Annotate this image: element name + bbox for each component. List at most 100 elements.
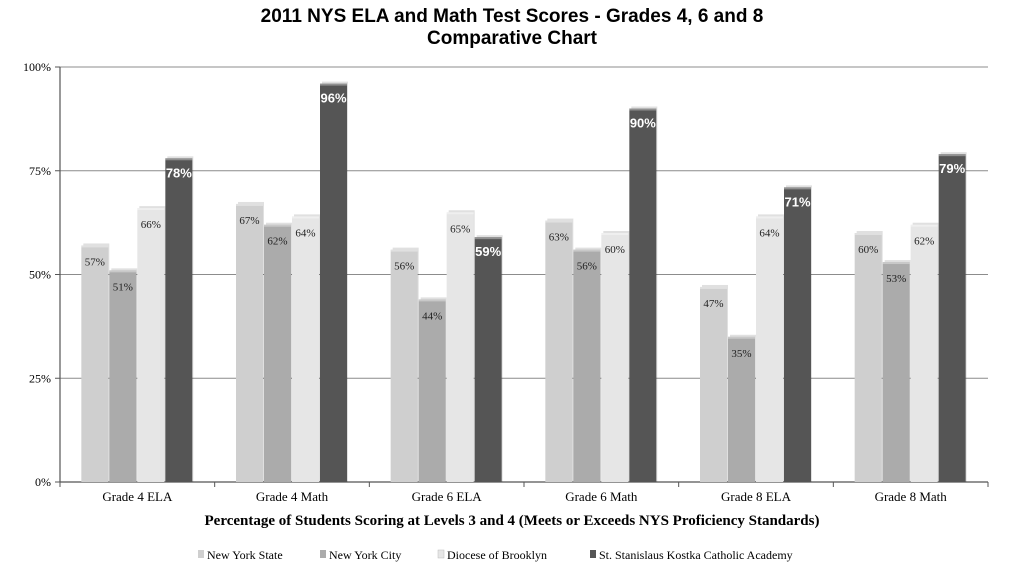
legend-swatch (198, 550, 204, 558)
bar (601, 233, 629, 482)
bar (292, 216, 319, 482)
bar-highlight (938, 154, 966, 157)
legend-label: Diocese of Brooklyn (447, 548, 547, 562)
bar-highlight (320, 83, 347, 86)
chart-subtitle: Comparative Chart (427, 28, 597, 49)
data-label: 60% (605, 244, 625, 256)
bar (756, 216, 783, 482)
bar-highlight (264, 224, 291, 227)
y-tick-label: 25% (29, 371, 51, 385)
data-label: 59% (475, 244, 501, 259)
data-label: 64% (295, 227, 315, 239)
data-label: 35% (731, 348, 751, 360)
bar-highlight (109, 270, 137, 273)
y-tick-label: 50% (29, 268, 51, 282)
data-label: 96% (320, 91, 346, 106)
bar (474, 237, 502, 482)
bar-highlight (882, 262, 910, 265)
bar (390, 249, 418, 482)
x-tick-label: Grade 6 ELA (412, 489, 483, 504)
bars (81, 81, 967, 483)
legend: New York State New York City Diocese of Br… (198, 548, 793, 562)
bar-highlight (700, 286, 727, 289)
bar (854, 233, 882, 482)
data-label: 67% (239, 215, 259, 227)
legend-label: St. Stanislaus Kostka Catholic Academy (599, 548, 793, 562)
bar-highlight (236, 203, 263, 206)
bar (629, 108, 657, 482)
bar-highlight (474, 237, 502, 240)
bar-highlight (854, 233, 882, 235)
bar-highlight (292, 216, 319, 219)
data-label: 78% (166, 165, 192, 180)
data-label: 66% (141, 219, 161, 231)
x-tick-label: Grade 4 Math (256, 489, 329, 504)
bar-highlight (165, 158, 193, 161)
bar-highlight (81, 245, 109, 248)
bar-highlight (545, 220, 573, 223)
bar (264, 224, 291, 482)
data-label: 53% (886, 273, 906, 285)
data-label: 51% (113, 281, 133, 293)
bar-highlight (910, 224, 938, 227)
data-label: 62% (914, 236, 934, 248)
y-axis: 0% 25% 50% 75% 100% (23, 60, 61, 489)
x-tick-label: Grade 6 Math (565, 489, 638, 504)
y-tick-label: 0% (35, 475, 51, 489)
y-tick-label: 75% (29, 164, 51, 178)
x-axis: Grade 4 ELA Grade 4 Math Grade 6 ELA Grade … (59, 482, 989, 504)
bar (165, 158, 193, 483)
data-label: 71% (784, 194, 810, 209)
bar (109, 270, 137, 482)
x-tick-label: Grade 4 ELA (102, 489, 173, 504)
bar (910, 224, 938, 482)
chart-title: 2011 NYS ELA and Math Test Scores - Grad… (260, 6, 764, 27)
data-label: 65% (450, 223, 470, 235)
data-label: 47% (703, 298, 723, 310)
bar-highlight (756, 216, 783, 219)
data-label: 79% (939, 161, 965, 176)
bar (728, 336, 755, 482)
legend-label: New York City (329, 548, 401, 562)
bar (573, 249, 601, 482)
y-tick-label: 100% (23, 60, 51, 74)
bar (418, 299, 446, 482)
x-tick-label: Grade 8 ELA (721, 489, 792, 504)
legend-swatch (320, 550, 326, 558)
bar (236, 203, 263, 482)
bar-highlight (728, 336, 755, 339)
legend-swatch (590, 550, 596, 558)
bar-highlight (784, 187, 811, 190)
bar (938, 154, 966, 482)
bar (545, 220, 573, 483)
data-label: 62% (267, 236, 287, 248)
bar (320, 83, 347, 482)
data-label: 90% (630, 116, 656, 131)
bar (882, 262, 910, 482)
bar (446, 212, 474, 482)
data-label: 57% (85, 256, 105, 268)
data-label: 44% (422, 310, 442, 322)
bar (784, 187, 811, 482)
data-label: 56% (577, 261, 597, 273)
grid-lines (60, 66, 988, 483)
bar (137, 208, 165, 482)
bar-highlight (390, 249, 418, 252)
bar (81, 245, 109, 482)
data-labels: 57% 51% 66% 78% 67% 62% 64% 96% 56% 44% 65% 59% 63% 5… (85, 91, 966, 360)
bar-highlight (418, 299, 446, 302)
legend-swatch (437, 549, 445, 559)
legend-label: New York State (207, 548, 283, 562)
data-label: 60% (858, 244, 878, 256)
bar-highlight (573, 249, 601, 252)
data-label: 64% (759, 227, 779, 239)
bar (700, 286, 727, 482)
data-label: 63% (549, 232, 569, 244)
x-axis-label: Percentage of Students Scoring at Levels… (205, 513, 820, 529)
bar-highlight (137, 208, 165, 211)
bar-highlight (601, 233, 629, 235)
bar-highlight (629, 108, 657, 111)
bar-highlight (446, 212, 474, 215)
